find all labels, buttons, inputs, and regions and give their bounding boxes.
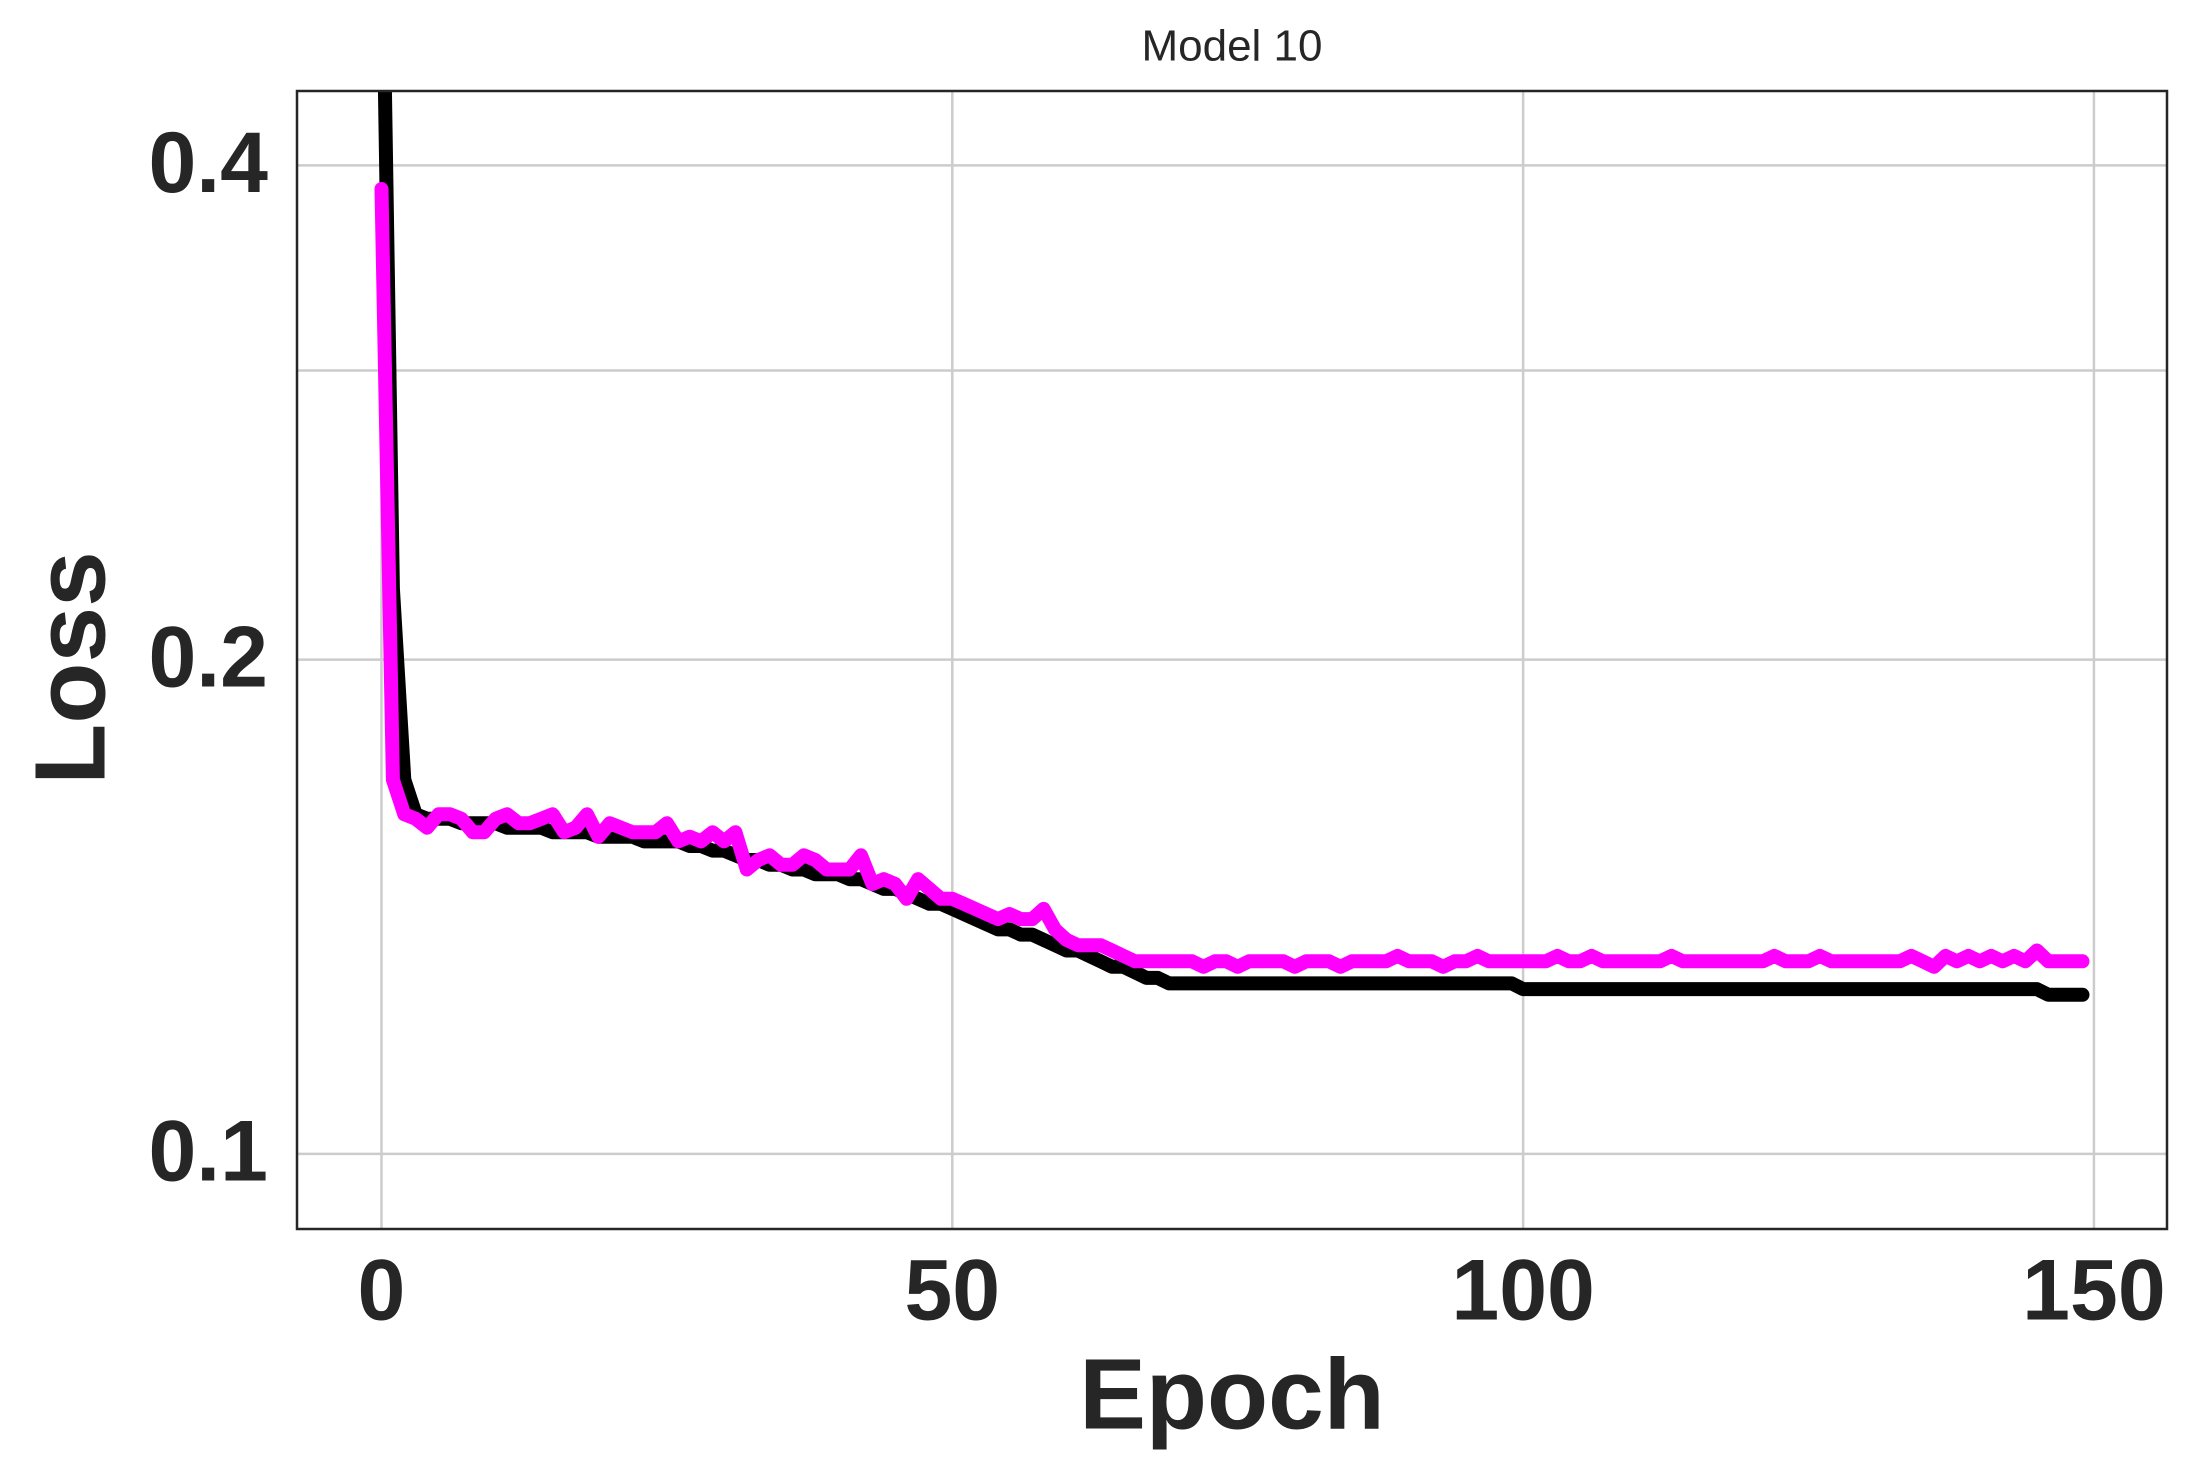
tick-labels: 0 50 100 150 0.1 0.2 0.4 [148,115,2165,1339]
y-tick-label: 0.1 [148,1104,268,1200]
series-line [374,182,2090,974]
x-tick-label: 0 [358,1243,406,1339]
series-line [377,91,2090,1002]
grid [297,91,2167,1229]
y-tick-label: 0.4 [148,115,268,211]
x-axis-label: Epoch [1079,1338,1385,1450]
x-tick-label: 100 [1451,1243,1595,1339]
plot-frame [295,89,2169,1231]
chart-title: Model 10 [1141,22,1322,71]
x-tick-label: 50 [904,1243,1000,1339]
plot-area [374,91,2090,1002]
y-tick-label: 0.2 [148,609,268,705]
x-tick-label: 150 [2022,1243,2166,1339]
y-axis-label: Loss [14,551,126,784]
